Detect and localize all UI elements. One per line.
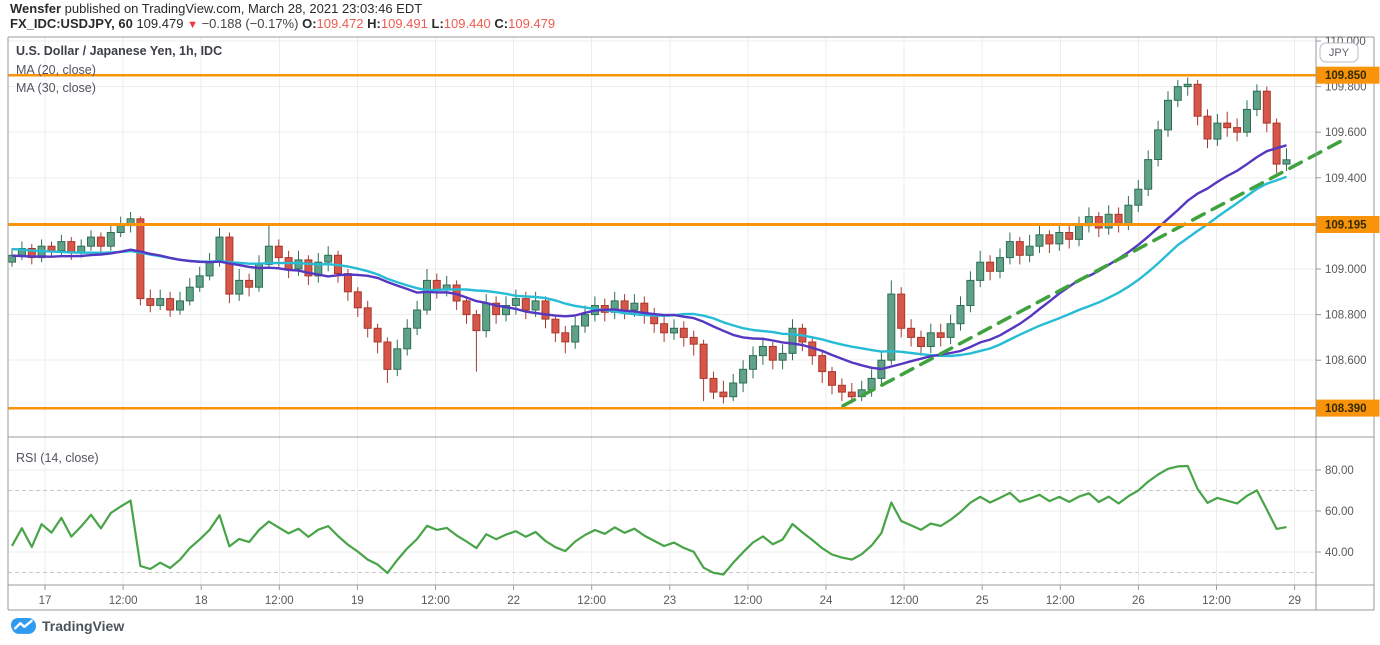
time-axis-labels: 17 12:00 18 12:00 19 12:00 22 12:00 23 12:00 24 12:… [39,585,1301,607]
svg-text:17: 17 [39,595,52,607]
svg-text:22: 22 [507,595,520,607]
svg-text:108.390: 108.390 [1325,403,1367,415]
symbol-name: FX_IDC:USDJPY, 60 [10,16,133,31]
svg-text:12:00: 12:00 [1202,595,1231,607]
open-value: 109.472 [316,16,364,31]
ma30-line [11,175,1287,358]
tradingview-logo-text: TradingView [42,618,125,634]
ma20-line [11,144,1287,371]
tradingview-logo-icon [11,618,36,634]
svg-text:12:00: 12:00 [577,595,606,607]
symbol-status-line: FX_IDC:USDJPY, 60 109.479 ▼ −0.188 (−0.1… [10,16,555,31]
svg-text:108.800: 108.800 [1325,310,1367,322]
svg-text:109.400: 109.400 [1325,173,1367,185]
low-label: L: [431,16,444,31]
svg-text:24: 24 [820,595,833,607]
svg-text:JPY: JPY [1329,47,1350,59]
chart-legend-title: U.S. Dollar / Japanese Yen, 1h, IDC [16,44,223,58]
svg-text:109.800: 109.800 [1325,82,1367,94]
snapshot-byline: Wensfer published on TradingView.com, Ma… [10,1,422,16]
rsi-line [11,464,1287,576]
currency-badge: JPY [1319,42,1359,63]
close-value: 109.479 [508,16,556,31]
svg-text:109.600: 109.600 [1325,127,1367,139]
level-price-badges: 109.850 109.195 108.390 [1316,66,1380,417]
trendline [841,137,1347,408]
svg-text:40.00: 40.00 [1325,547,1354,559]
svg-text:12:00: 12:00 [109,595,138,607]
time-axis[interactable] [8,585,1316,610]
svg-text:12:00: 12:00 [890,595,919,607]
svg-text:60.00: 60.00 [1325,506,1354,518]
svg-text:26: 26 [1132,595,1145,607]
svg-text:109.000: 109.000 [1325,264,1367,276]
legend-ma30: MA (30, close) [16,81,96,95]
svg-text:29: 29 [1288,595,1301,607]
svg-text:109.195: 109.195 [1325,220,1367,232]
rsi-legend: RSI (14, close) [16,451,99,465]
svg-text:18: 18 [195,595,208,607]
svg-text:109.850: 109.850 [1325,70,1367,82]
price-change: −0.188 (−0.17%) [201,16,299,31]
author-name: Wensfer [10,1,62,16]
byline-text: published on TradingView.com, March 28, … [61,1,423,16]
low-value: 109.440 [443,16,491,31]
svg-text:23: 23 [663,595,676,607]
close-label: C: [494,16,509,31]
svg-text:80.00: 80.00 [1325,465,1354,477]
svg-text:12:00: 12:00 [421,595,450,607]
down-arrow-icon: ▼ [187,19,198,31]
svg-text:12:00: 12:00 [265,595,294,607]
horizontal-levels [8,73,1316,410]
price-axis[interactable] [1316,37,1374,585]
svg-text:108.600: 108.600 [1325,355,1367,367]
svg-text:19: 19 [351,595,364,607]
high-label: H: [367,16,381,31]
svg-text:12:00: 12:00 [1046,595,1075,607]
high-value: 109.491 [380,16,428,31]
legend-ma20: MA (20, close) [16,63,96,77]
open-label: O: [302,16,317,31]
last-price: 109.479 [136,16,184,31]
svg-text:25: 25 [976,595,989,607]
tradingview-logo[interactable]: TradingView [10,617,124,635]
svg-text:12:00: 12:00 [734,595,763,607]
